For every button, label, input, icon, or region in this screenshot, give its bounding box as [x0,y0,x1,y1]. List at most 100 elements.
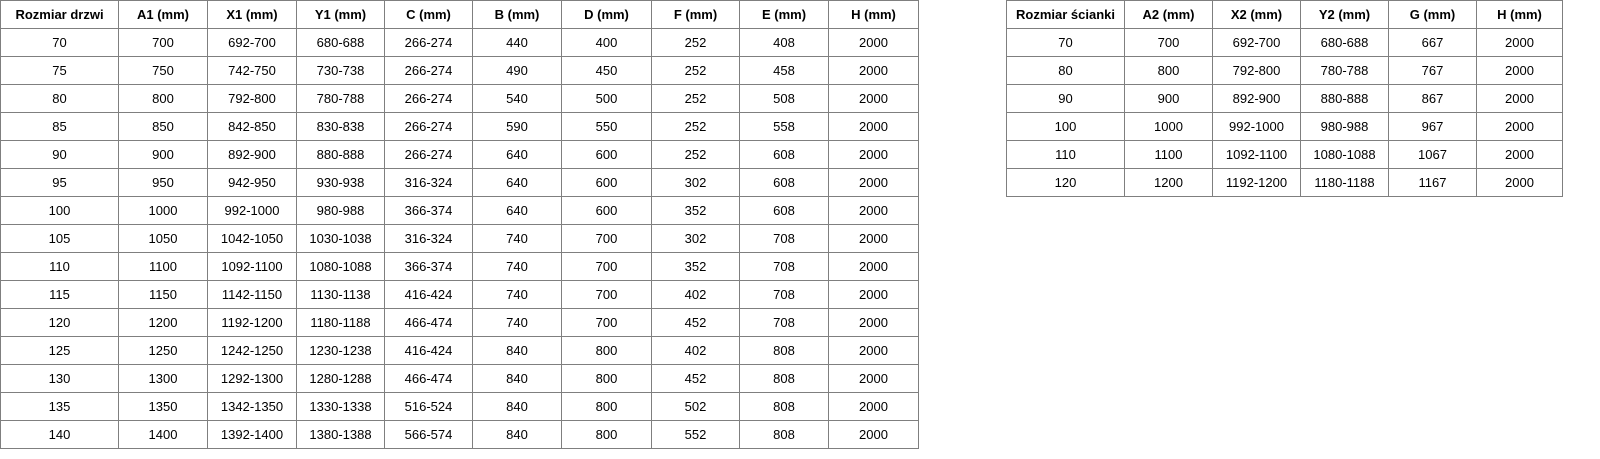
table-cell: 90 [1006,84,1125,113]
table-cell: 840 [472,364,562,393]
column-header: A1 (mm) [118,0,208,29]
table-cell: 930-938 [296,168,385,197]
table-cell: 1300 [118,364,208,393]
table-row: 110 1100 1092-1100 1080-1088 366-374 740 700 35… [0,252,919,281]
table-cell: 402 [651,336,740,365]
table-cell: 1000 [1124,112,1213,141]
table-row: 100 1000 992-1000 980-988 967 2000 [1006,112,1563,141]
table-cell: 708 [739,308,829,337]
table-cell: 1050 [118,224,208,253]
column-header: X1 (mm) [207,0,297,29]
table-cell: 1292-1300 [207,364,297,393]
table-cell: 252 [651,140,740,169]
table-cell: 1142-1150 [207,280,297,309]
column-header: X2 (mm) [1212,0,1301,29]
table-cell: 1030-1038 [296,224,385,253]
table-cell: 600 [561,168,652,197]
column-header: F (mm) [651,0,740,29]
table-cell: 266-274 [384,84,473,113]
table-cell: 590 [472,112,562,141]
table-row: 85 850 842-850 830-838 266-274 590 550 252 558 20… [0,112,919,141]
table-cell: 980-988 [296,196,385,225]
table-cell: 125 [0,336,119,365]
table-cell: 1067 [1388,140,1477,169]
table-cell: 316-324 [384,168,473,197]
table-cell: 440 [472,28,562,57]
table-row: 90 900 892-900 880-888 266-274 640 600 252 608 20… [0,140,919,169]
table-cell: 1150 [118,280,208,309]
table-cell: 95 [0,168,119,197]
table-cell: 135 [0,392,119,421]
table-row: 80 800 792-800 780-788 266-274 540 500 252 508 20… [0,84,919,113]
column-header: E (mm) [739,0,829,29]
table-cell: 452 [651,364,740,393]
table-cell: 808 [739,420,829,449]
table-cell: 700 [561,252,652,281]
table-cell: 608 [739,196,829,225]
column-header: A2 (mm) [1124,0,1213,29]
table-cell: 792-800 [1212,56,1301,85]
table-cell: 500 [561,84,652,113]
column-header: Y1 (mm) [296,0,385,29]
table-cell: 110 [0,252,119,281]
table-row: 120 1200 1192-1200 1180-1188 1167 2000 [1006,168,1563,197]
table-cell: 1230-1238 [296,336,385,365]
table-cell: 558 [739,112,829,141]
table-cell: 450 [561,56,652,85]
table-cell: 708 [739,280,829,309]
table-cell: 252 [651,28,740,57]
table-cell: 1250 [118,336,208,365]
table-cell: 900 [118,140,208,169]
column-header: G (mm) [1388,0,1477,29]
table-cell: 1080-1088 [1300,140,1389,169]
table-cell: 452 [651,308,740,337]
column-header: C (mm) [384,0,473,29]
door-dimensions-table: Rozmiar drzwi A1 (mm) X1 (mm) Y1 (mm) C (mm)… [0,0,919,449]
table-cell: 992-1000 [1212,112,1301,141]
wall-dimensions-table: Rozmiar ścianki A2 (mm) X2 (mm) Y2 (mm) G (m… [1006,0,1563,197]
table-cell: 600 [561,140,652,169]
table-cell: 1180-1188 [296,308,385,337]
column-header: H (mm) [1476,0,1563,29]
table-cell: 70 [1006,28,1125,57]
table-row: 110 1100 1092-1100 1080-1088 1067 2000 [1006,140,1563,169]
table-cell: 100 [0,196,119,225]
table-cell: 2000 [828,364,919,393]
table-cell: 980-988 [1300,112,1389,141]
table-cell: 85 [0,112,119,141]
table-cell: 105 [0,224,119,253]
table-cell: 800 [561,364,652,393]
table-cell: 402 [651,280,740,309]
table-cell: 416-424 [384,336,473,365]
table-cell: 600 [561,196,652,225]
table-cell: 2000 [828,196,919,225]
table-row: 115 1150 1142-1150 1130-1138 416-424 740 700 40… [0,280,919,309]
table-cell: 800 [561,420,652,449]
table-cell: 692-700 [1212,28,1301,57]
table-cell: 316-324 [384,224,473,253]
table-cell: 366-374 [384,252,473,281]
table-cell: 700 [1124,28,1213,57]
table-cell: 266-274 [384,56,473,85]
table-cell: 490 [472,56,562,85]
table-cell: 2000 [828,252,919,281]
table-cell: 252 [651,112,740,141]
table-cell: 266-274 [384,112,473,141]
table-cell: 780-788 [296,84,385,113]
column-header: H (mm) [828,0,919,29]
table-cell: 540 [472,84,562,113]
table-cell: 416-424 [384,280,473,309]
table-cell: 700 [561,280,652,309]
table-cell: 942-950 [207,168,297,197]
table-cell: 140 [0,420,119,449]
table-cell: 466-474 [384,364,473,393]
table-cell: 1100 [118,252,208,281]
table-cell: 2000 [1476,56,1563,85]
table-cell: 458 [739,56,829,85]
table-cell: 2000 [828,112,919,141]
table-cell: 2000 [1476,84,1563,113]
table-cell: 80 [0,84,119,113]
table-cell: 1400 [118,420,208,449]
table-cell: 800 [561,392,652,421]
header-row: Rozmiar drzwi A1 (mm) X1 (mm) Y1 (mm) C (mm)… [0,0,919,29]
